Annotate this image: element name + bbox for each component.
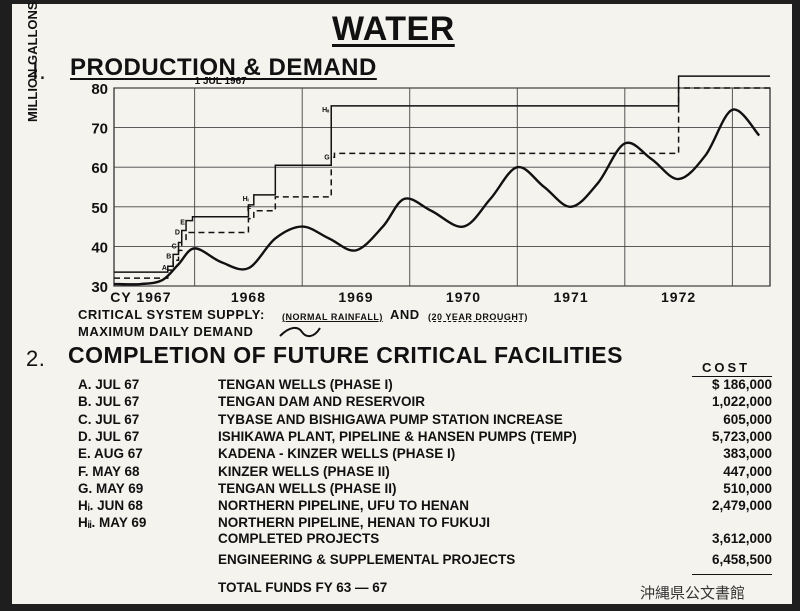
facility-project: KADENA - KINZER WELLS (PHASE I)	[218, 446, 456, 462]
series-line-1	[114, 87, 770, 279]
point-label-4: E	[180, 220, 185, 227]
legend-drought: (20 YEAR DROUGHT)	[428, 312, 528, 322]
x-tick-label-1971: 1971	[553, 289, 588, 305]
facility-date: F. MAY 68	[78, 463, 140, 479]
completed-label: COMPLETED PROJECTS	[218, 531, 380, 546]
facility-row: Hᵢᵢ. MAY 69 NORTHERN PIPELINE, HENAN TO F…	[72, 515, 772, 533]
facility-row: E. AUG 67 KADENA - KINZER WELLS (PHASE I)…	[72, 446, 772, 464]
page-title: WATER	[332, 10, 455, 48]
facility-date: B. JUL 67	[78, 394, 140, 410]
facility-row: F. MAY 68 KINZER WELLS (PHASE II) 447,000	[72, 464, 772, 482]
section2-title: COMPLETION OF FUTURE CRITICAL FACILITIES	[68, 342, 623, 368]
engineering-cost: 6,458,500	[711, 552, 772, 567]
facility-cost: 605,000	[723, 411, 772, 427]
y-tick-label-60: 60	[91, 160, 108, 177]
point-label-8: Hᵢᵢ	[322, 107, 329, 114]
facility-date: E. AUG 67	[78, 446, 143, 462]
y-tick-label-80: 80	[91, 81, 108, 98]
chart-series	[113, 75, 770, 286]
legend-demand-label: MAXIMUM DAILY DEMAND	[78, 324, 254, 339]
chart-ticks: 30 40 50 60 70 80 CY 1967 1968 1969 1970 1971 1972	[91, 81, 696, 305]
section1-title: PRODUCTION & DEMAND	[70, 54, 377, 81]
cost-header-underline	[692, 376, 772, 377]
facility-date: C. JUL 67	[78, 411, 140, 427]
archive-stamp: 沖縄県公文書館	[640, 584, 746, 602]
y-tick-label-40: 40	[91, 239, 108, 256]
point-label-6: G	[324, 154, 330, 161]
facility-project: ISHIKAWA PLANT, PIPELINE & HANSEN PUMPS …	[218, 428, 577, 444]
facility-cost: 5,723,000	[711, 428, 772, 444]
section1-number: I.	[32, 58, 47, 85]
facility-cost: $ 186,000	[711, 377, 772, 392]
y-tick-label-50: 50	[91, 200, 108, 217]
point-label-3: D	[175, 230, 180, 237]
facility-date: G. MAY 69	[78, 480, 144, 496]
facility-cost: 383,000	[723, 446, 772, 462]
facility-row: B. JUL 67 TENGAN DAM AND RESERVOIR 1,022,0…	[72, 394, 772, 412]
facility-row: C. JUL 67 TYBASE AND BISHIGAWA PUMP STATI…	[72, 412, 772, 430]
facility-project: NORTHERN PIPELINE, HENAN TO FUKUJI	[218, 515, 491, 531]
x-tick-label-1972: 1972	[661, 289, 696, 305]
engineering-label: ENGINEERING & SUPPLEMENTAL PROJECTS	[218, 552, 516, 567]
series-line-0	[114, 75, 770, 273]
facility-date: Hᵢ. JUN 68	[78, 498, 143, 514]
facility-row: D. JUL 67 ISHIKAWA PLANT, PIPELINE & HANS…	[72, 429, 772, 447]
facility-cost: 2,479,000	[711, 498, 772, 514]
x-tick-label-1968: 1968	[231, 289, 266, 305]
facility-date: Hᵢᵢ. MAY 69	[78, 515, 147, 531]
annotation-0: 1 JUL 1967	[195, 76, 248, 87]
legend-normal: (NORMAL RAINFALL)	[282, 312, 383, 322]
completed-row: COMPLETED PROJECTS 3,612,000	[72, 531, 772, 549]
facility-project: TENGAN WELLS (PHASE I)	[218, 377, 393, 392]
legend-supply-label: CRITICAL SYSTEM SUPPLY:	[78, 307, 265, 322]
facility-cost: 510,000	[723, 480, 772, 496]
facility-project: NORTHERN PIPELINE, UFU TO HENAN	[218, 498, 470, 514]
engineering-row: ENGINEERING & SUPPLEMENTAL PROJECTS 6,45…	[72, 552, 772, 570]
point-label-1: B	[166, 253, 171, 260]
series-line-2	[113, 108, 761, 286]
facility-project: TYBASE AND BISHIGAWA PUMP STATION INCREA…	[218, 411, 563, 427]
total-label: TOTAL FUNDS FY 63 — 67	[218, 580, 388, 595]
legend-and: AND	[390, 307, 420, 322]
x-tick-label-1967: CY 1967	[110, 289, 171, 305]
y-tick-label-70: 70	[91, 121, 108, 138]
x-tick-label-1969: 1969	[338, 289, 373, 305]
y-axis-label: MILLION GALLONS PER DAY	[25, 0, 40, 122]
facility-row: Hᵢ. JUN 68 NORTHERN PIPELINE, UFU TO HENA…	[72, 498, 772, 516]
total-row: TOTAL FUNDS FY 63 — 67	[72, 580, 772, 598]
completed-cost: 3,612,000	[711, 531, 772, 546]
facility-project: KINZER WELLS (PHASE II)	[218, 463, 390, 479]
facility-cost: 1,022,000	[711, 394, 772, 410]
facility-date: A. JUL 67	[78, 377, 140, 392]
cost-header: COST	[702, 360, 751, 375]
facility-date: D. JUL 67	[78, 428, 140, 444]
facility-cost: 447,000	[723, 463, 772, 479]
total-underline	[692, 574, 772, 575]
facility-project: TENGAN WELLS (PHASE II)	[218, 480, 397, 496]
document-card: WATER I. PRODUCTION & DEMAND 30 40 50 60 70 8…	[12, 0, 792, 604]
facility-row: G. MAY 69 TENGAN WELLS (PHASE II) 510,000	[72, 481, 772, 499]
x-tick-label-1970: 1970	[446, 289, 481, 305]
section2-number: 2.	[26, 346, 46, 371]
legend-demand-swatch	[279, 326, 321, 338]
point-label-7: Hᵢ	[243, 196, 249, 203]
point-label-5: F	[247, 206, 252, 213]
point-label-0: A	[162, 265, 167, 272]
facility-project: TENGAN DAM AND RESERVOIR	[218, 394, 426, 410]
y-tick-label-30: 30	[91, 279, 108, 296]
point-label-2: C	[172, 243, 177, 250]
facility-row: A. JUL 67 TENGAN WELLS (PHASE I) $ 186,000	[72, 377, 772, 395]
